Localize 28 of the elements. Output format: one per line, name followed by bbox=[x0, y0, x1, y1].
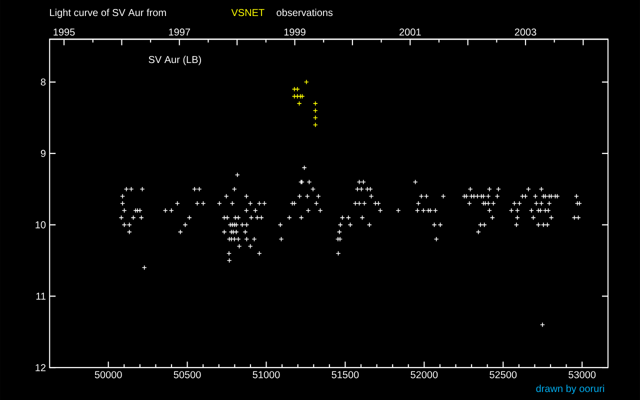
y-tick-label: 12 bbox=[36, 364, 46, 372]
x-tick-label: 50500 bbox=[174, 371, 201, 378]
y-tick-label: 10 bbox=[36, 221, 46, 228]
x-tick-label: 52000 bbox=[410, 371, 438, 378]
x-tick-label: 50000 bbox=[94, 371, 122, 378]
annotation: SV Aur (LB) bbox=[148, 56, 201, 66]
text: observations bbox=[276, 8, 333, 16]
point bbox=[312, 100, 318, 106]
x-tick-label: 53000 bbox=[568, 371, 596, 378]
x2-tick-label: 1997 bbox=[169, 28, 190, 36]
point bbox=[312, 115, 318, 120]
point bbox=[294, 86, 300, 92]
chart-title: Light curve of SV Aur from bbox=[50, 8, 166, 18]
x-tick-label: 51000 bbox=[252, 371, 280, 378]
x-tick-label: 52500 bbox=[490, 371, 517, 378]
y-tick-label: 11 bbox=[36, 292, 46, 300]
x2-tick-label: 2003 bbox=[514, 28, 536, 36]
x-tick-label: 51500 bbox=[332, 371, 359, 378]
y-tick-label: 9 bbox=[40, 150, 46, 157]
x2-tick-label: 1995 bbox=[54, 28, 75, 36]
y-tick-label: 8 bbox=[40, 78, 46, 86]
point bbox=[312, 122, 318, 128]
text: drawn by ooruri bbox=[536, 384, 604, 394]
x2-tick-label: 2001 bbox=[400, 28, 421, 36]
text: VSNET bbox=[231, 9, 264, 16]
point bbox=[312, 108, 318, 114]
x2-tick-label: 1999 bbox=[284, 28, 306, 36]
point bbox=[304, 80, 309, 85]
